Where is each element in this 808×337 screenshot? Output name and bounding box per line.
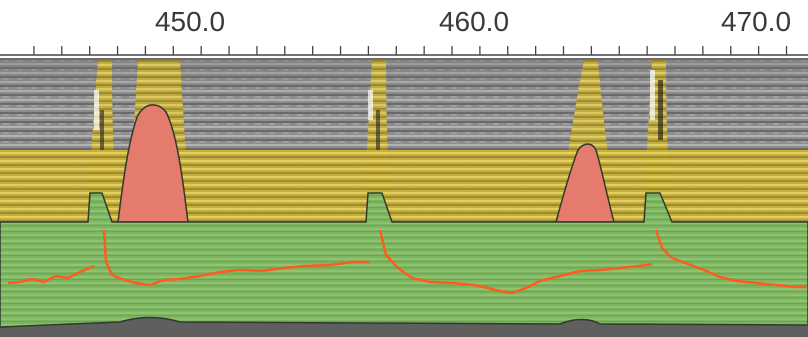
seismic-shade: [0, 58, 808, 98]
green-region: [0, 192, 808, 328]
red-peak: [117, 104, 189, 223]
streak: [658, 80, 663, 140]
ruler-label-460: 460.0: [438, 6, 510, 37]
streak: [376, 110, 380, 150]
streak: [94, 90, 99, 130]
depth-ruler: [0, 46, 808, 56]
streak: [650, 70, 655, 120]
ruler-label-470: 470.0: [720, 6, 792, 37]
red-peak: [555, 143, 615, 223]
orange-trace: [7, 229, 806, 295]
streak: [100, 110, 104, 150]
streak: [368, 90, 373, 120]
ruler-label-450: 450.0: [154, 6, 226, 37]
